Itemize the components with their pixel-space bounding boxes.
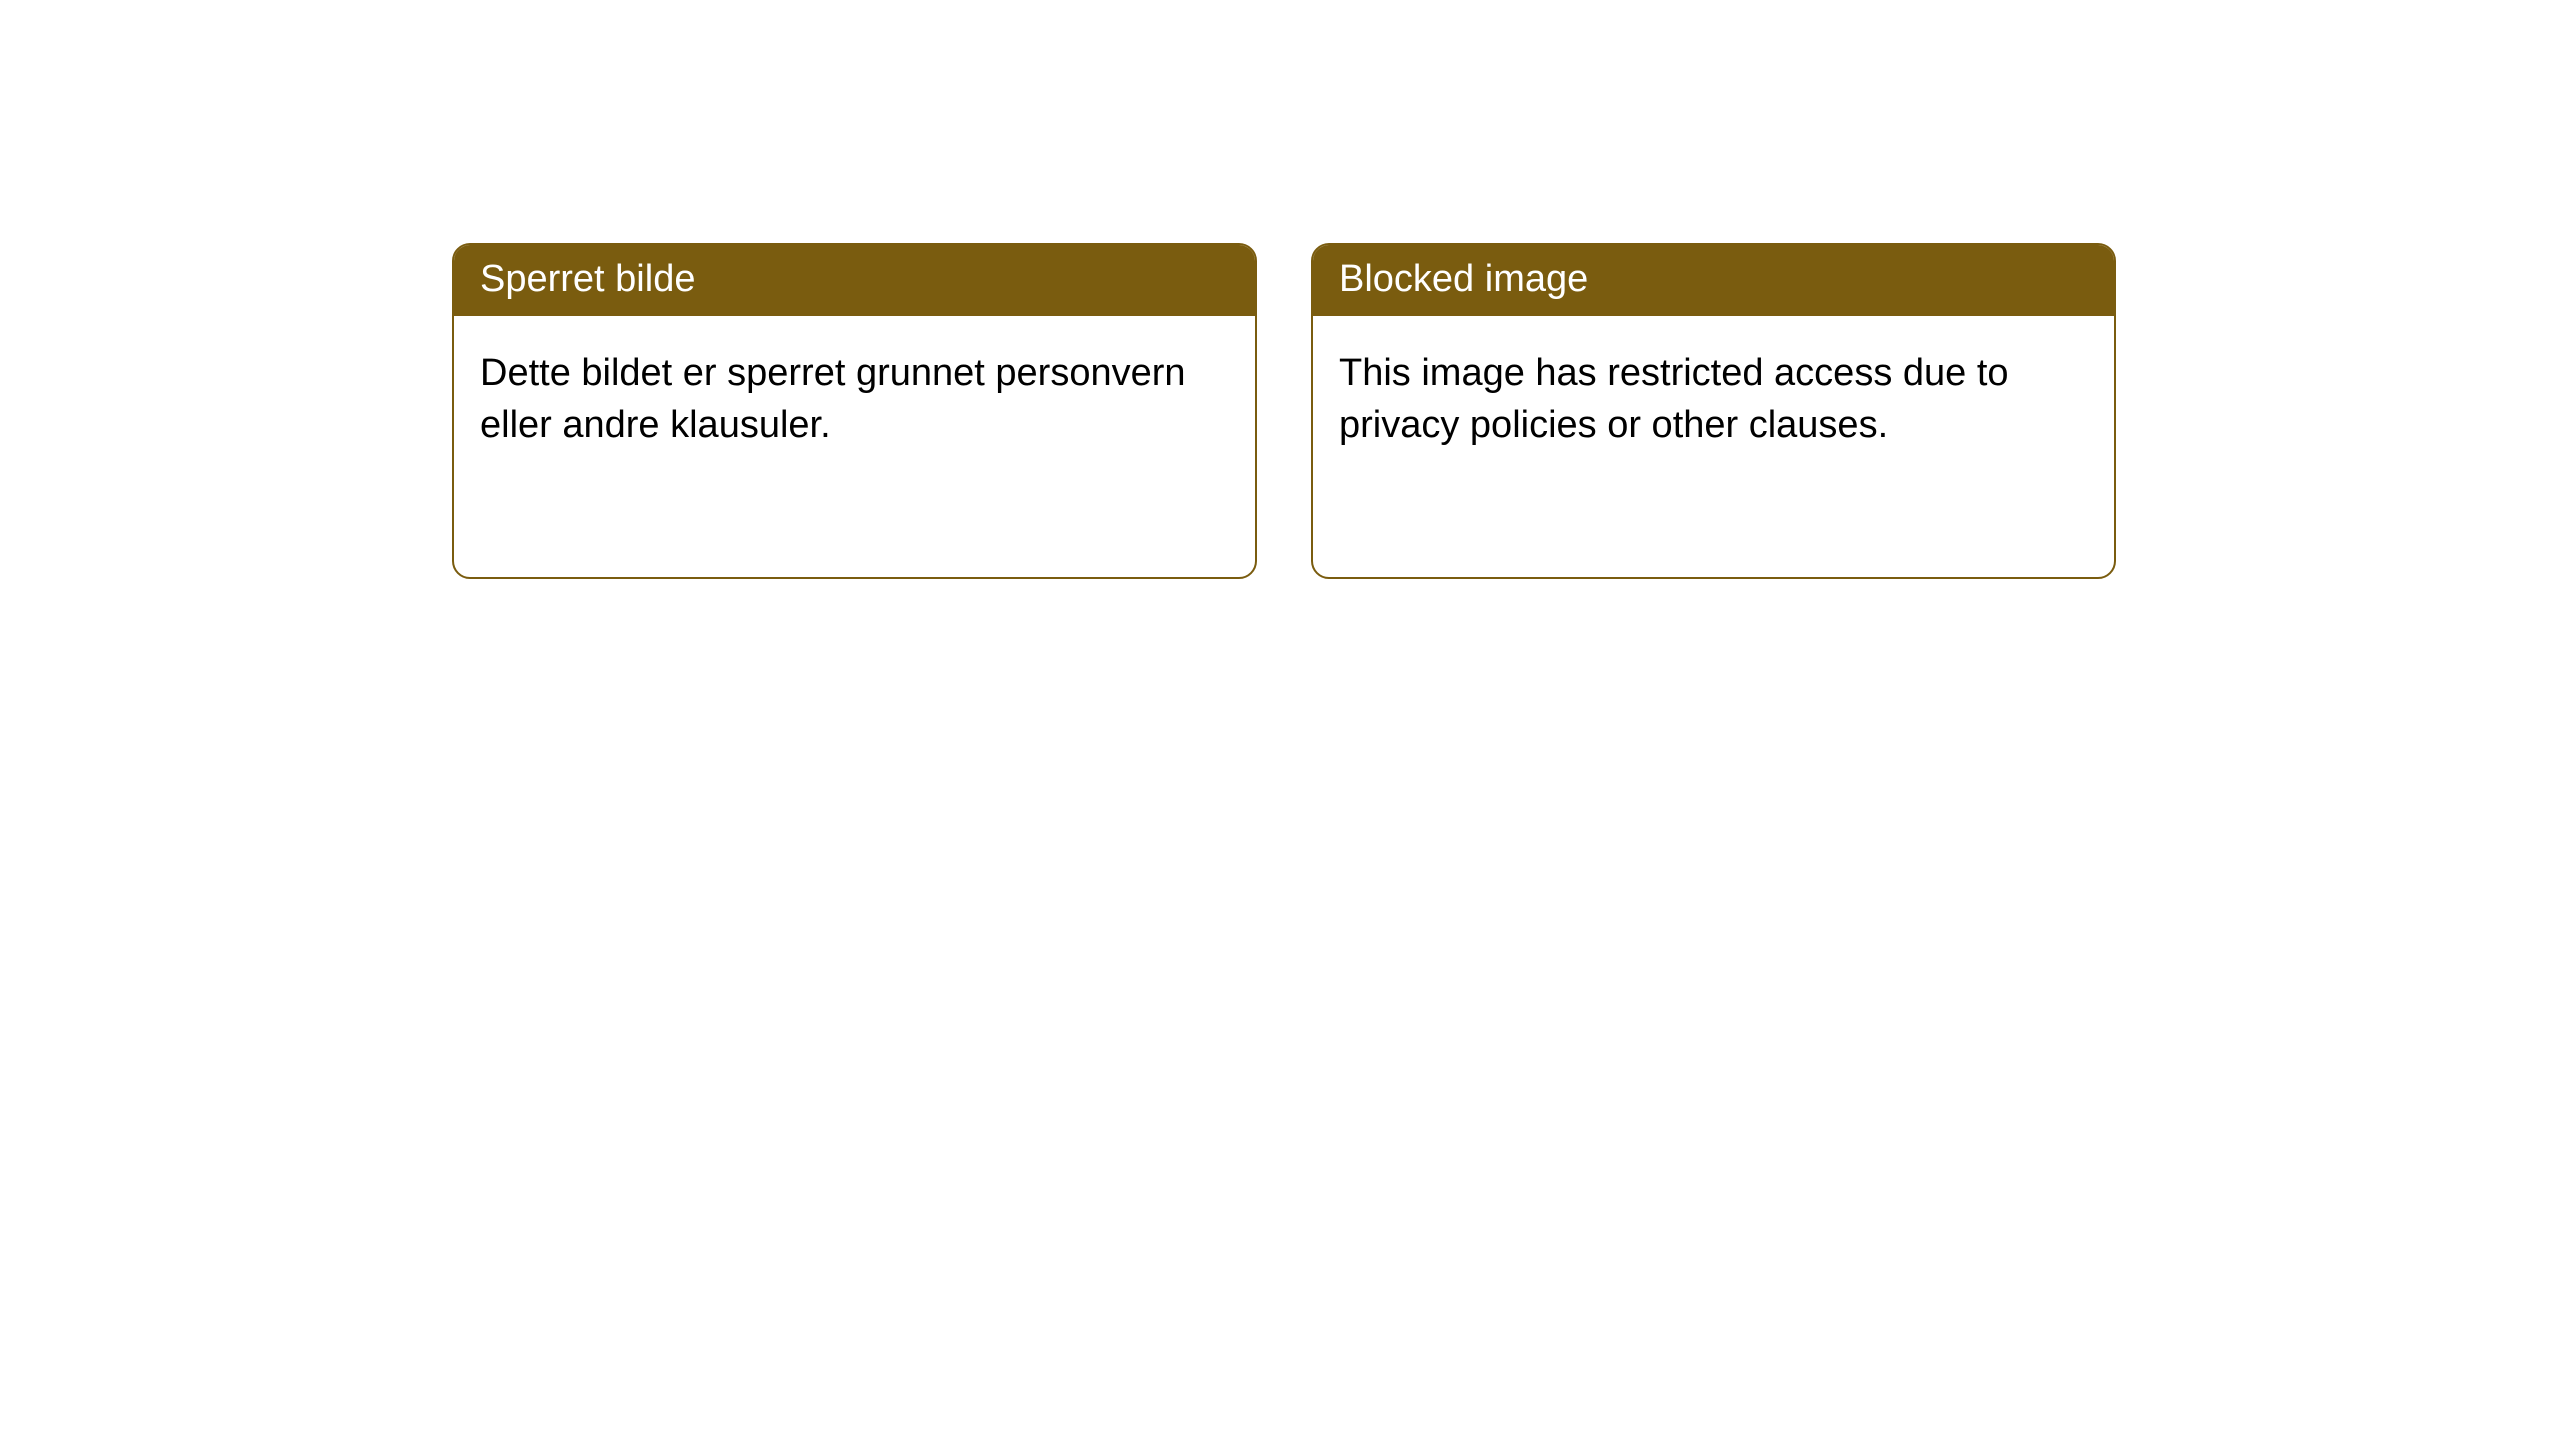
card-header: Sperret bilde bbox=[454, 245, 1255, 316]
card-body-text: Dette bildet er sperret grunnet personve… bbox=[480, 352, 1186, 445]
card-header: Blocked image bbox=[1313, 245, 2114, 316]
card-body-text: This image has restricted access due to … bbox=[1339, 352, 2009, 445]
notice-container: Sperret bilde Dette bildet er sperret gr… bbox=[0, 0, 2560, 579]
card-body: This image has restricted access due to … bbox=[1313, 316, 2114, 483]
card-title: Blocked image bbox=[1339, 258, 1588, 300]
blocked-image-card-english: Blocked image This image has restricted … bbox=[1311, 243, 2116, 579]
card-title: Sperret bilde bbox=[480, 258, 695, 300]
card-body: Dette bildet er sperret grunnet personve… bbox=[454, 316, 1255, 483]
blocked-image-card-norwegian: Sperret bilde Dette bildet er sperret gr… bbox=[452, 243, 1257, 579]
